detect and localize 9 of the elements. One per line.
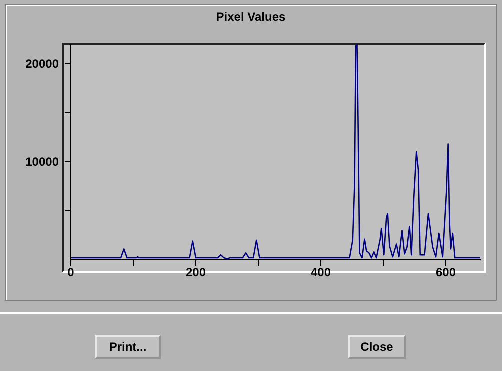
y-tick-label: 10000 [26, 155, 60, 170]
x-tick-label: 400 [310, 266, 332, 280]
chart-title: Pixel Values [215, 10, 287, 24]
button: Close [348, 335, 406, 359]
y-tick-label: 20000 [26, 56, 60, 71]
x-tick-label: 600 [436, 266, 456, 280]
x-tick-label: 0 [68, 266, 75, 280]
button: Print... [95, 335, 161, 359]
x-tick-label: 200 [186, 266, 206, 280]
